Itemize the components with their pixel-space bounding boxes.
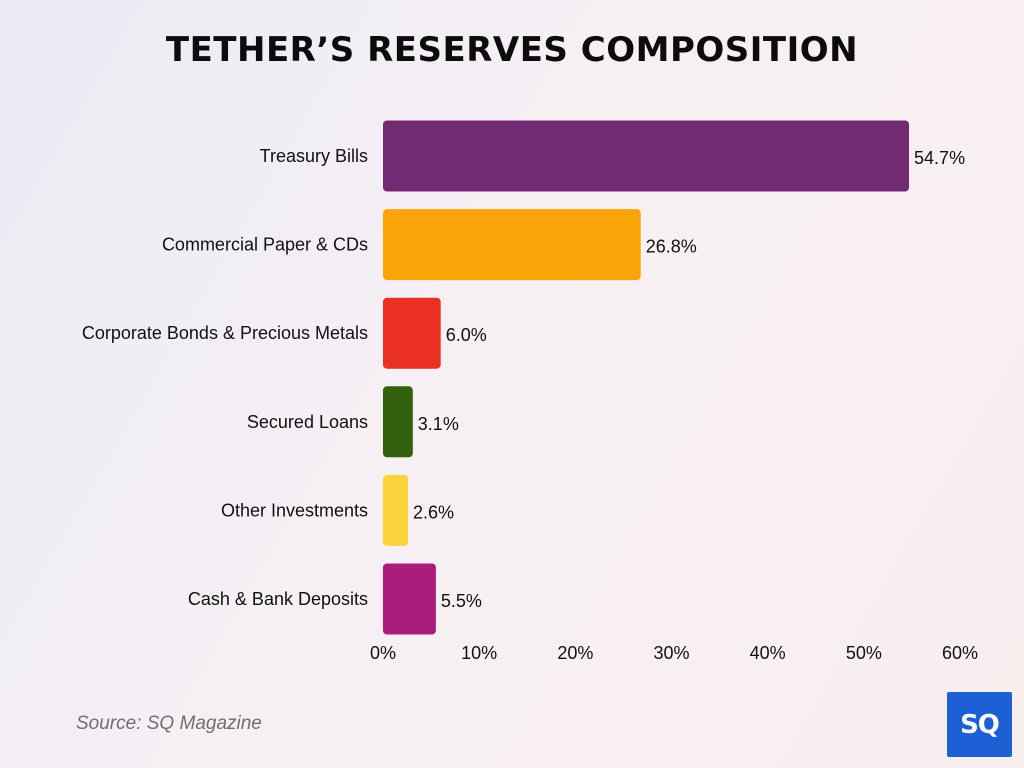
bar-0: [383, 120, 910, 192]
x-tick-label-5: 50%: [846, 643, 882, 663]
bar-1: [383, 209, 641, 281]
category-label-3: Secured Loans: [247, 412, 368, 432]
value-label-5: 5.5%: [441, 591, 482, 611]
value-label-2: 6.0%: [446, 325, 487, 345]
category-label-2: Corporate Bonds & Precious Metals: [82, 323, 368, 343]
value-label-0: 54.7%: [914, 148, 965, 168]
bar-5: [383, 563, 436, 635]
value-label-3: 3.1%: [418, 414, 459, 434]
x-tick-label-6: 60%: [942, 643, 978, 663]
bar-4: [383, 474, 409, 546]
x-tick-label-1: 10%: [461, 643, 497, 663]
value-label-1: 26.8%: [646, 237, 697, 257]
logo-text: SQ: [960, 709, 1000, 740]
category-label-5: Cash & Bank Deposits: [188, 589, 368, 609]
category-label-4: Other Investments: [221, 500, 368, 520]
sq-logo: SQ: [947, 692, 1012, 757]
bar-chart: Treasury Bills 54.7% Commercial Paper & CD…: [82, 120, 978, 663]
source-note: Source: SQ Magazine: [76, 713, 262, 734]
x-tick-label-0: 0%: [370, 643, 396, 663]
bar-2: [383, 297, 441, 369]
chart-title: TETHER’S RESERVES COMPOSITION: [165, 30, 859, 70]
category-label-0: Treasury Bills: [260, 146, 368, 166]
x-tick-label-4: 40%: [750, 643, 786, 663]
x-tick-label-2: 20%: [557, 643, 593, 663]
bar-3: [383, 386, 413, 458]
category-label-1: Commercial Paper & CDs: [162, 235, 368, 255]
value-label-4: 2.6%: [413, 502, 454, 522]
x-tick-label-3: 30%: [653, 643, 689, 663]
